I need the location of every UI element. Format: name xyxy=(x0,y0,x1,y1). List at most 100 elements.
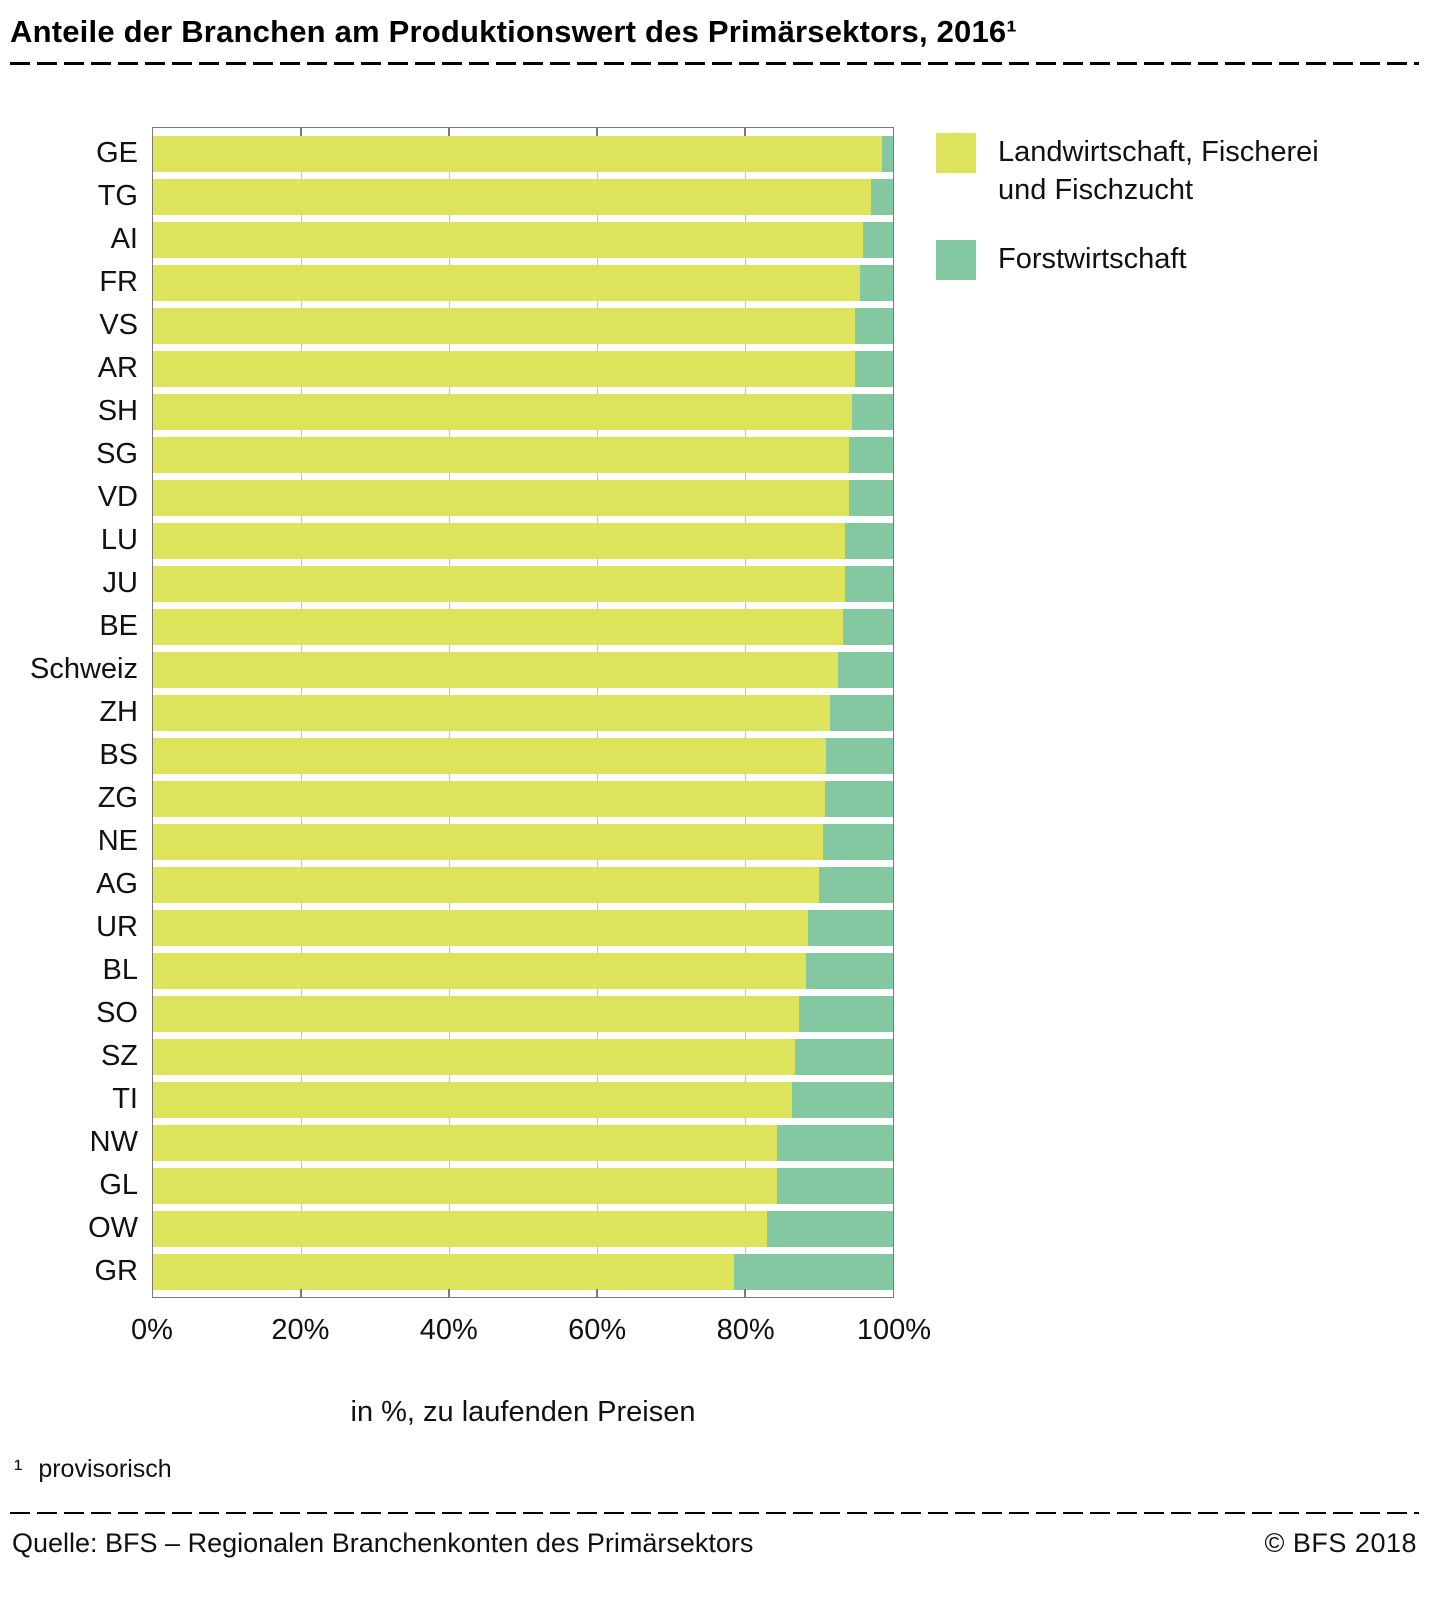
bar-segment-forstwirtschaft-ai xyxy=(863,221,893,258)
stacked-bar-ge xyxy=(153,135,893,172)
category-label-schweiz: Schweiz xyxy=(30,653,138,685)
stacked-bar-ju xyxy=(153,565,893,602)
bar-segment-landwirtschaft-be xyxy=(153,608,844,645)
category-labels-column: GE TG AI FR VS AR SH SG VD LU JU BE Schweiz ZH BS ZG NE A… xyxy=(14,127,152,1293)
bar-segment-landwirtschaft-bs xyxy=(153,737,827,774)
stacked-bar-ar xyxy=(153,350,893,387)
category-label-lu: LU xyxy=(100,524,138,556)
bar-row-ar xyxy=(153,347,893,390)
bar-row-ag xyxy=(153,863,893,906)
bar-segment-landwirtschaft-sg xyxy=(153,436,849,473)
tick-mark-top-40 xyxy=(448,128,450,136)
bar-row-lu xyxy=(153,519,893,562)
footer: Quelle: BFS – Regionalen Branchenkonten … xyxy=(10,1514,1419,1559)
bar-segment-forstwirtschaft-sh xyxy=(852,393,893,430)
bar-segment-forstwirtschaft-ur xyxy=(807,909,893,946)
bar-segment-forstwirtschaft-zh xyxy=(830,694,893,731)
bar-segment-landwirtschaft-zh xyxy=(153,694,831,731)
bar-segment-landwirtschaft-sz xyxy=(153,1038,796,1075)
bar-row-be xyxy=(153,605,893,648)
stacked-bar-lu xyxy=(153,522,893,559)
bar-row-vs xyxy=(153,304,893,347)
stacked-bar-sg xyxy=(153,436,893,473)
legend: Landwirtschaft, Fischerei und Fischzucht… xyxy=(936,133,1336,310)
bar-segment-landwirtschaft-lu xyxy=(153,522,845,559)
bar-segment-forstwirtschaft-gr xyxy=(733,1253,893,1290)
bar-segment-landwirtschaft-tg xyxy=(153,178,871,215)
x-tick-label-40: 40% xyxy=(419,1314,478,1346)
bar-segment-forstwirtschaft-vs xyxy=(854,307,893,344)
bar-segment-forstwirtschaft-sz xyxy=(795,1038,893,1075)
footer-divider xyxy=(10,1512,1419,1514)
tick-mark-bottom-60 xyxy=(596,1289,598,1297)
stacked-bar-so xyxy=(153,995,893,1032)
category-label-ti: TI xyxy=(112,1083,138,1115)
stacked-bar-gr xyxy=(153,1253,893,1290)
source-text: Quelle: BFS – Regionalen Branchenkonten … xyxy=(12,1528,754,1558)
bar-segment-landwirtschaft-fr xyxy=(153,264,860,301)
category-label-zh: ZH xyxy=(99,696,138,728)
bar-segment-forstwirtschaft-ne xyxy=(822,823,893,860)
bar-segment-landwirtschaft-vs xyxy=(153,307,855,344)
stacked-bar-ag xyxy=(153,866,893,903)
category-label-nw: NW xyxy=(89,1126,138,1158)
stacked-bar-ai xyxy=(153,221,893,258)
title-divider xyxy=(10,62,1419,65)
stacked-bar-vs xyxy=(153,307,893,344)
stacked-bar-nw xyxy=(153,1124,893,1161)
bar-row-ne xyxy=(153,820,893,863)
bar-segment-forstwirtschaft-ag xyxy=(819,866,893,903)
category-label-zg: ZG xyxy=(97,782,138,814)
bar-segment-forstwirtschaft-ow xyxy=(767,1210,893,1247)
bar-row-sg xyxy=(153,433,893,476)
tick-mark-top-60 xyxy=(596,128,598,136)
stacked-bar-bs xyxy=(153,737,893,774)
stacked-bar-zg xyxy=(153,780,893,817)
bar-segment-forstwirtschaft-bl xyxy=(806,952,893,989)
bar-segment-forstwirtschaft-fr xyxy=(859,264,893,301)
category-label-gl: GL xyxy=(99,1169,138,1201)
bar-segment-landwirtschaft-zg xyxy=(153,780,825,817)
bar-segment-forstwirtschaft-schweiz xyxy=(837,651,893,688)
stacked-bar-bl xyxy=(153,952,893,989)
bar-segment-landwirtschaft-sh xyxy=(153,393,853,430)
bar-segment-forstwirtschaft-zg xyxy=(824,780,893,817)
bar-row-sz xyxy=(153,1035,893,1078)
bar-segment-forstwirtschaft-lu xyxy=(844,522,893,559)
bar-segment-forstwirtschaft-be xyxy=(843,608,893,645)
category-label-ur: UR xyxy=(96,911,138,943)
bar-segment-forstwirtschaft-ge xyxy=(881,135,893,172)
footnote: ¹ provisorisch xyxy=(14,1455,1419,1484)
bar-row-so xyxy=(153,992,893,1035)
bar-row-ge xyxy=(153,132,893,175)
bar-segment-landwirtschaft-gr xyxy=(153,1253,734,1290)
category-label-vs: VS xyxy=(99,309,138,341)
bar-segment-landwirtschaft-gl xyxy=(153,1167,777,1204)
bar-segment-landwirtschaft-bl xyxy=(153,952,807,989)
bar-segment-forstwirtschaft-ju xyxy=(844,565,893,602)
x-tick-label-0: 0% xyxy=(131,1314,173,1346)
bar-segment-landwirtschaft-ow xyxy=(153,1210,768,1247)
tick-mark-bottom-40 xyxy=(448,1289,450,1297)
bar-row-zh xyxy=(153,691,893,734)
bar-row-zg xyxy=(153,777,893,820)
bar-row-fr xyxy=(153,261,893,304)
category-label-ar: AR xyxy=(97,352,138,384)
x-tick-label-100: 100% xyxy=(856,1314,932,1346)
bar-segment-forstwirtschaft-so xyxy=(799,995,893,1032)
bar-segment-forstwirtschaft-ti xyxy=(791,1081,893,1118)
legend-label-forstwirtschaft: Forstwirtschaft xyxy=(998,242,1187,275)
category-label-tg: TG xyxy=(97,180,138,212)
stacked-bar-sz xyxy=(153,1038,893,1075)
x-tick-label-60: 60% xyxy=(568,1314,627,1346)
bar-row-gr xyxy=(153,1250,893,1293)
tick-mark-top-20 xyxy=(300,128,302,136)
stacked-bar-fr xyxy=(153,264,893,301)
bar-row-ai xyxy=(153,218,893,261)
bar-segment-forstwirtschaft-sg xyxy=(848,436,893,473)
legend-label-landwirtschaft: Landwirtschaft, Fischerei und Fischzucht xyxy=(998,136,1319,207)
bar-segment-landwirtschaft-ge xyxy=(153,135,882,172)
chart-title: Anteile der Branchen am Produktionswert … xyxy=(10,14,1017,49)
bar-row-ur xyxy=(153,906,893,949)
bar-row-bl xyxy=(153,949,893,992)
